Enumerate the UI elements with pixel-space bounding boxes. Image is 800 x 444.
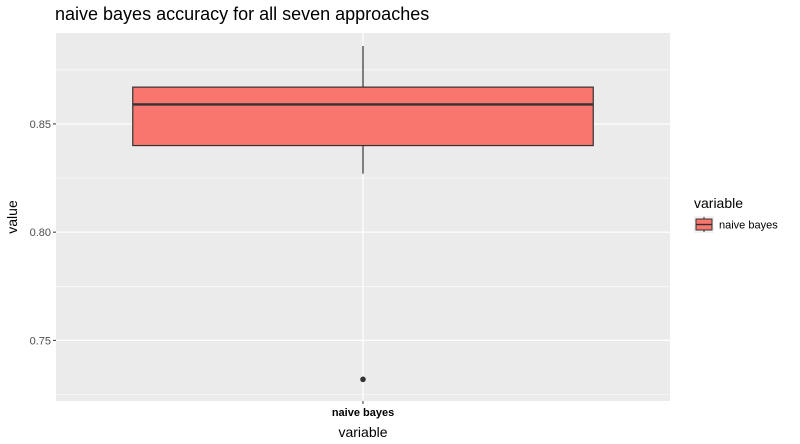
legend-key (694, 216, 714, 233)
x-axis: naive bayes (332, 401, 394, 419)
box-layer (132, 45, 594, 383)
outlier-point (360, 376, 366, 383)
box-iqr (132, 86, 594, 147)
box-naive-bayes (132, 45, 594, 383)
y-tick-label: 0.80 (30, 227, 51, 239)
y-axis: 0.75 0.80 0.85 (30, 119, 56, 347)
x-tick-label: naive bayes (332, 407, 394, 419)
legend-title: variable (694, 195, 743, 211)
y-axis-title: value (4, 200, 20, 234)
y-tick-label: 0.75 (30, 335, 51, 347)
legend: variable naive bayes (694, 195, 778, 233)
x-axis-title: variable (338, 424, 387, 440)
y-tick-label: 0.85 (30, 119, 51, 131)
legend-label: naive bayes (719, 220, 778, 232)
chart-title: naive bayes accuracy for all seven appro… (55, 4, 429, 24)
